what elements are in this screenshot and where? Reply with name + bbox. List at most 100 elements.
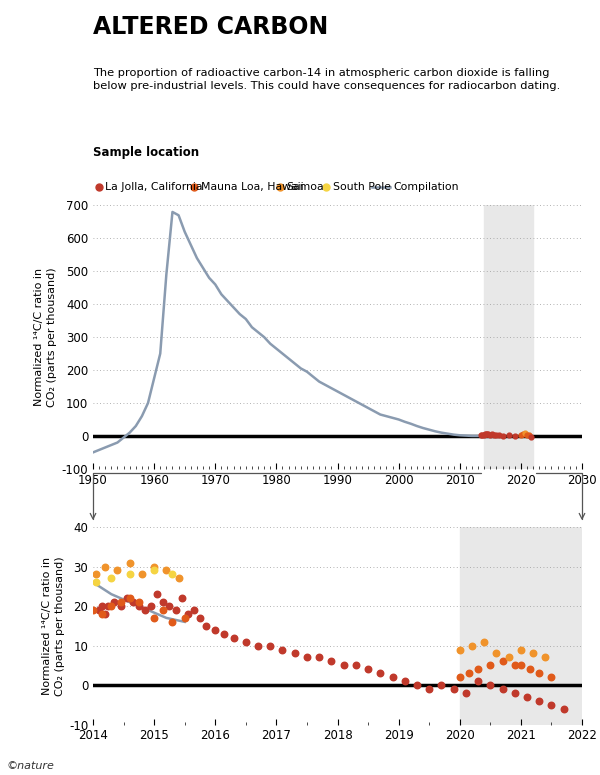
Point bbox=[253, 639, 263, 652]
Point bbox=[290, 647, 299, 660]
Point bbox=[167, 615, 177, 628]
Point bbox=[510, 429, 520, 442]
Point bbox=[116, 596, 125, 608]
Point bbox=[195, 611, 205, 624]
Point bbox=[122, 592, 131, 604]
Text: Compilation: Compilation bbox=[394, 181, 459, 191]
Point bbox=[473, 663, 483, 676]
Point bbox=[161, 564, 171, 577]
Point bbox=[478, 429, 487, 441]
Point bbox=[177, 592, 187, 604]
Point bbox=[376, 667, 385, 680]
Point bbox=[467, 639, 477, 652]
Point bbox=[158, 604, 168, 616]
Point bbox=[211, 624, 220, 636]
Text: South Pole: South Pole bbox=[332, 181, 391, 191]
Point bbox=[412, 679, 422, 691]
Point bbox=[510, 687, 520, 699]
Point bbox=[180, 611, 190, 624]
Point bbox=[518, 428, 527, 440]
Point bbox=[522, 691, 532, 703]
Point bbox=[125, 556, 134, 569]
Point bbox=[455, 671, 464, 684]
Point bbox=[88, 604, 98, 616]
Point bbox=[229, 632, 238, 644]
Point bbox=[525, 663, 535, 676]
Point bbox=[94, 604, 104, 616]
Bar bbox=[460, 527, 582, 725]
Point bbox=[485, 679, 495, 691]
Y-axis label: Normalized ¹⁴C/C ratio in
CO₂ (parts per thousand): Normalized ¹⁴C/C ratio in CO₂ (parts per… bbox=[41, 556, 65, 696]
Point bbox=[455, 643, 464, 656]
Point bbox=[485, 429, 495, 441]
Point bbox=[559, 703, 568, 715]
Point bbox=[484, 428, 493, 440]
Point bbox=[134, 596, 143, 608]
Point bbox=[241, 636, 251, 648]
Text: La Jolla, California: La Jolla, California bbox=[105, 181, 203, 191]
Point bbox=[520, 427, 529, 439]
Point bbox=[476, 429, 486, 441]
Point bbox=[110, 596, 119, 608]
Point bbox=[201, 620, 211, 632]
Point bbox=[498, 683, 508, 695]
Point bbox=[137, 568, 146, 580]
Point bbox=[400, 675, 410, 687]
Point bbox=[339, 659, 349, 671]
Point bbox=[480, 428, 490, 440]
Point bbox=[487, 428, 497, 440]
Point bbox=[535, 667, 544, 680]
Point bbox=[473, 675, 483, 687]
Point bbox=[547, 699, 556, 711]
Point bbox=[516, 643, 526, 656]
Text: ALTERED CARBON: ALTERED CARBON bbox=[93, 16, 328, 40]
Point bbox=[479, 429, 488, 441]
Point bbox=[183, 608, 193, 620]
Point bbox=[489, 429, 499, 441]
Point bbox=[437, 679, 446, 691]
Point bbox=[479, 636, 489, 648]
Point bbox=[491, 647, 501, 660]
Point bbox=[149, 611, 159, 624]
Point bbox=[522, 429, 532, 441]
Point bbox=[326, 655, 336, 667]
Point bbox=[134, 600, 143, 612]
Point bbox=[152, 588, 162, 601]
Point bbox=[158, 596, 168, 608]
Point bbox=[171, 604, 181, 616]
Point bbox=[128, 596, 137, 608]
Point bbox=[265, 639, 275, 652]
Y-axis label: Normalized ¹⁴C/C ratio in
CO₂ (parts per thousand): Normalized ¹⁴C/C ratio in CO₂ (parts per… bbox=[34, 267, 58, 407]
Point bbox=[535, 694, 544, 707]
Point bbox=[498, 429, 508, 442]
Point bbox=[464, 667, 474, 680]
Point bbox=[482, 428, 492, 440]
Point bbox=[91, 568, 101, 580]
Point bbox=[116, 600, 125, 612]
Point bbox=[125, 592, 134, 604]
Point bbox=[125, 568, 134, 580]
Point bbox=[174, 572, 184, 584]
Point bbox=[113, 564, 122, 577]
Text: The proportion of radioactive carbon-14 in atmospheric carbon dioxide is falling: The proportion of radioactive carbon-14 … bbox=[93, 67, 560, 91]
Point bbox=[504, 429, 514, 442]
Point bbox=[314, 651, 324, 663]
Point bbox=[220, 628, 229, 640]
Point bbox=[140, 604, 150, 616]
Point bbox=[97, 600, 107, 612]
Point bbox=[189, 604, 199, 616]
Point bbox=[485, 659, 495, 671]
Point bbox=[526, 430, 535, 443]
Point bbox=[97, 608, 107, 620]
Point bbox=[541, 651, 550, 663]
Point bbox=[388, 671, 397, 684]
Bar bbox=[484, 205, 533, 469]
Text: Mauna Loa, Hawaii: Mauna Loa, Hawaii bbox=[200, 181, 303, 191]
Point bbox=[524, 429, 533, 442]
Point bbox=[351, 659, 361, 671]
Point bbox=[100, 608, 110, 620]
Point bbox=[107, 572, 116, 584]
Point bbox=[91, 576, 101, 588]
Point bbox=[491, 429, 501, 441]
Point bbox=[167, 568, 177, 580]
